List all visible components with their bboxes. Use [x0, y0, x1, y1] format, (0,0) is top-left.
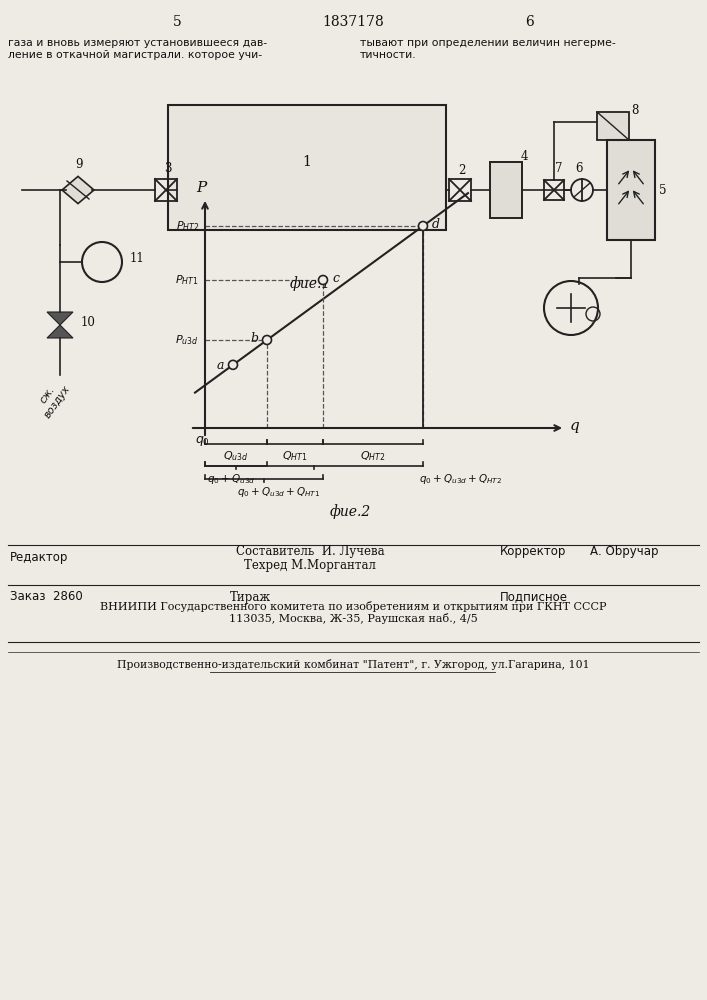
Text: 6: 6 [575, 161, 583, 174]
Text: q: q [570, 419, 580, 433]
Text: А. Obpyчар: А. Obpyчар [590, 546, 658, 558]
Text: $Q_{HT1}$: $Q_{HT1}$ [282, 449, 308, 463]
Text: 7: 7 [555, 161, 563, 174]
Bar [449, 179, 471, 201]
Text: Подписное: Подписное [500, 590, 568, 603]
Text: $q_0+Q_{u3d}$: $q_0+Q_{u3d}$ [207, 472, 255, 486]
Text: $q_0+Q_{u3d}+Q_{HT2}$: $q_0+Q_{u3d}+Q_{HT2}$ [419, 472, 503, 486]
Circle shape [262, 336, 271, 344]
Text: 5: 5 [173, 15, 182, 29]
Bar [597, 112, 629, 140]
Text: 1837178: 1837178 [322, 15, 384, 29]
Text: Производственно-издательский комбинат "Патент", г. Ужгород, ул.Гагарина, 101: Производственно-издательский комбинат "П… [117, 658, 590, 670]
Circle shape [318, 275, 327, 284]
Text: сж.
воздух: сж. воздух [33, 377, 71, 420]
Text: ВНИИПИ Государственного комитета по изобретениям и открытиям при ГКНТ СССР: ВНИИПИ Государственного комитета по изоб… [100, 601, 606, 612]
Text: $Q_{u3d}$: $Q_{u3d}$ [223, 449, 249, 463]
Text: 11: 11 [129, 252, 144, 265]
Text: P: P [196, 181, 206, 195]
Text: 6: 6 [525, 15, 534, 29]
Text: 3: 3 [164, 161, 172, 174]
Text: тичности.: тичности. [360, 50, 416, 60]
Text: 4: 4 [520, 150, 527, 163]
Text: 2: 2 [458, 163, 466, 176]
Polygon shape [47, 312, 73, 325]
Text: $\mathit{P}_{HT2}$: $\mathit{P}_{HT2}$ [175, 219, 199, 233]
Text: фие.1: фие.1 [289, 277, 331, 291]
Text: a: a [216, 359, 224, 372]
Bar [155, 179, 177, 201]
Text: d: d [432, 218, 440, 231]
Text: $\mathit{P}_{u3d}$: $\mathit{P}_{u3d}$ [175, 333, 199, 347]
Bar [168, 105, 446, 230]
Polygon shape [47, 325, 73, 338]
Text: b: b [250, 332, 258, 344]
Text: Составитель  И. Лучева: Составитель И. Лучева [235, 546, 385, 558]
Text: $Q_{HT2}$: $Q_{HT2}$ [361, 449, 386, 463]
Bar [607, 140, 655, 240]
Text: фие.2: фие.2 [329, 505, 370, 519]
Text: 10: 10 [81, 316, 95, 330]
Bar [544, 180, 564, 200]
Text: Редактор: Редактор [10, 550, 69, 564]
Text: Заказ  2860: Заказ 2860 [10, 590, 83, 603]
Text: Корректор: Корректор [500, 546, 566, 558]
Text: $q_0$: $q_0$ [194, 434, 209, 448]
Polygon shape [62, 176, 94, 204]
Text: $\mathit{P}_{HT1}$: $\mathit{P}_{HT1}$ [175, 273, 199, 287]
Text: 5: 5 [659, 184, 667, 196]
Text: 9: 9 [75, 157, 83, 170]
Circle shape [228, 360, 238, 369]
Text: c: c [332, 271, 339, 284]
Text: газа и вновь измеряют установившееся дав-: газа и вновь измеряют установившееся дав… [8, 38, 267, 48]
Text: 8: 8 [631, 104, 638, 116]
Text: ление в откачной магистрали. которое учи-: ление в откачной магистрали. которое учи… [8, 50, 262, 60]
Text: 1: 1 [303, 155, 312, 169]
Text: Техред М.Моргантал: Техред М.Моргантал [244, 558, 376, 572]
Text: 113035, Москва, Ж-35, Раушская наб., 4/5: 113035, Москва, Ж-35, Раушская наб., 4/5 [228, 613, 477, 624]
Circle shape [419, 222, 428, 231]
Text: $q_0+Q_{u3d}+Q_{HT1}$: $q_0+Q_{u3d}+Q_{HT1}$ [238, 485, 321, 499]
Bar [490, 162, 522, 218]
Text: тывают при определении величин негерме-: тывают при определении величин негерме- [360, 38, 616, 48]
Text: Тираж: Тираж [230, 590, 271, 603]
